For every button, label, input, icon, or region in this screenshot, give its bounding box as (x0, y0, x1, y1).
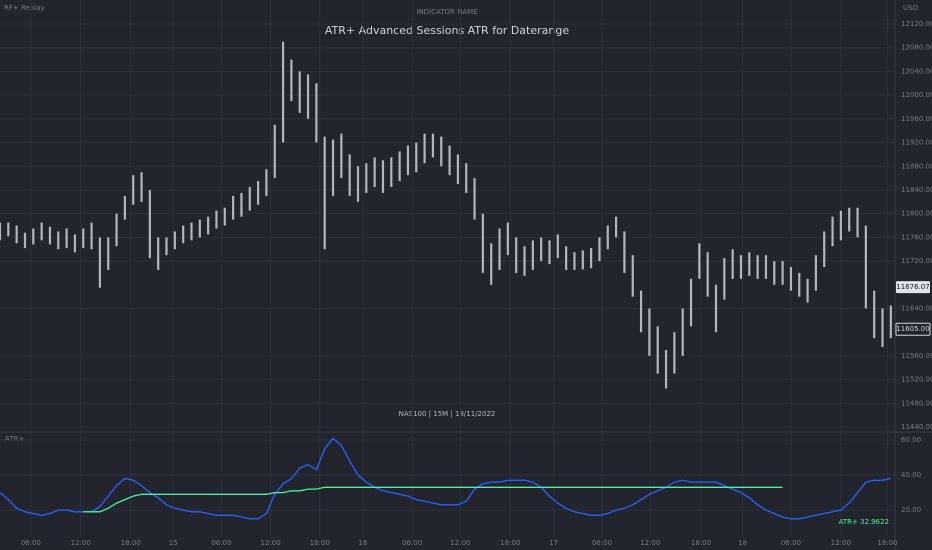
x-tick-label: 06:00 (781, 539, 801, 547)
y-tick-label: 11640.00 (901, 304, 932, 312)
app-label: RF+ Replay (4, 4, 45, 12)
price-label: 11676.07 (896, 283, 929, 291)
indicator-name: INDICATOR NAME (416, 8, 477, 16)
y-tick-label: 11480.00 (901, 399, 932, 407)
x-tick-label: 18:00 (500, 539, 520, 547)
x-tick-label: 18:00 (310, 539, 330, 547)
y-tick-label: 11920.00 (901, 139, 932, 147)
price-label-box (896, 281, 930, 294)
chart-subtitle: NAS100 | 15M | 18/11/2022 (399, 410, 496, 418)
y-tick-label: 11720.00 (901, 257, 932, 265)
y-tick-label: 12040.00 (901, 67, 932, 75)
price-label: 11605.00 (896, 325, 929, 333)
currency: USD (903, 4, 918, 12)
y-tick-label: 40.00 (901, 471, 921, 479)
x-tick-label: 18 (738, 539, 747, 547)
y-tick-label: 60.00 (901, 436, 921, 444)
y-tick-label: 11560.00 (901, 352, 932, 360)
x-tick-label: 12:00 (640, 539, 660, 547)
x-tick-label: 15 (169, 539, 178, 547)
y-tick-label: 11880.00 (901, 162, 932, 170)
y-tick-label: 20.00 (901, 506, 921, 514)
x-tick-label: 06:00 (211, 539, 231, 547)
atr-line (0, 437, 891, 520)
y-tick-label: 11840.00 (901, 186, 932, 194)
x-tick-label: 06:00 (21, 539, 41, 547)
atr-line (83, 486, 783, 513)
y-tick-label: 11760.00 (901, 233, 932, 241)
x-tick-label: 12:00 (831, 539, 851, 547)
x-tick-label: 12:00 (450, 539, 470, 547)
x-tick-label: 18:00 (877, 539, 897, 547)
y-tick-label: 11800.00 (901, 210, 932, 218)
y-tick-label: 12000.00 (901, 91, 932, 99)
value-annotation: ATR+ 32.9622 (839, 518, 889, 526)
y-tick-label: 11440.00 (901, 423, 932, 431)
y-tick-label: 12120.00 (901, 20, 932, 28)
x-tick-label: 18:00 (691, 539, 711, 547)
x-tick-label: 12:00 (260, 539, 280, 547)
x-tick-label: 18:00 (121, 539, 141, 547)
x-tick-label: 06:00 (402, 539, 422, 547)
y-tick-label: 11960.00 (901, 115, 932, 123)
y-tick-label: 12080.00 (901, 44, 932, 52)
price-label-box (895, 322, 931, 336)
x-tick-label: 06:00 (592, 539, 612, 547)
x-tick-label: 17 (549, 539, 558, 547)
x-tick-label: 12:00 (71, 539, 91, 547)
chart-title: ATR+ Advanced Sessions ATR for Daterange (325, 24, 569, 37)
y-tick-label: 11520.00 (901, 376, 932, 384)
x-tick-label: 16 (359, 539, 368, 547)
pane-title: ATR+ (5, 435, 24, 443)
